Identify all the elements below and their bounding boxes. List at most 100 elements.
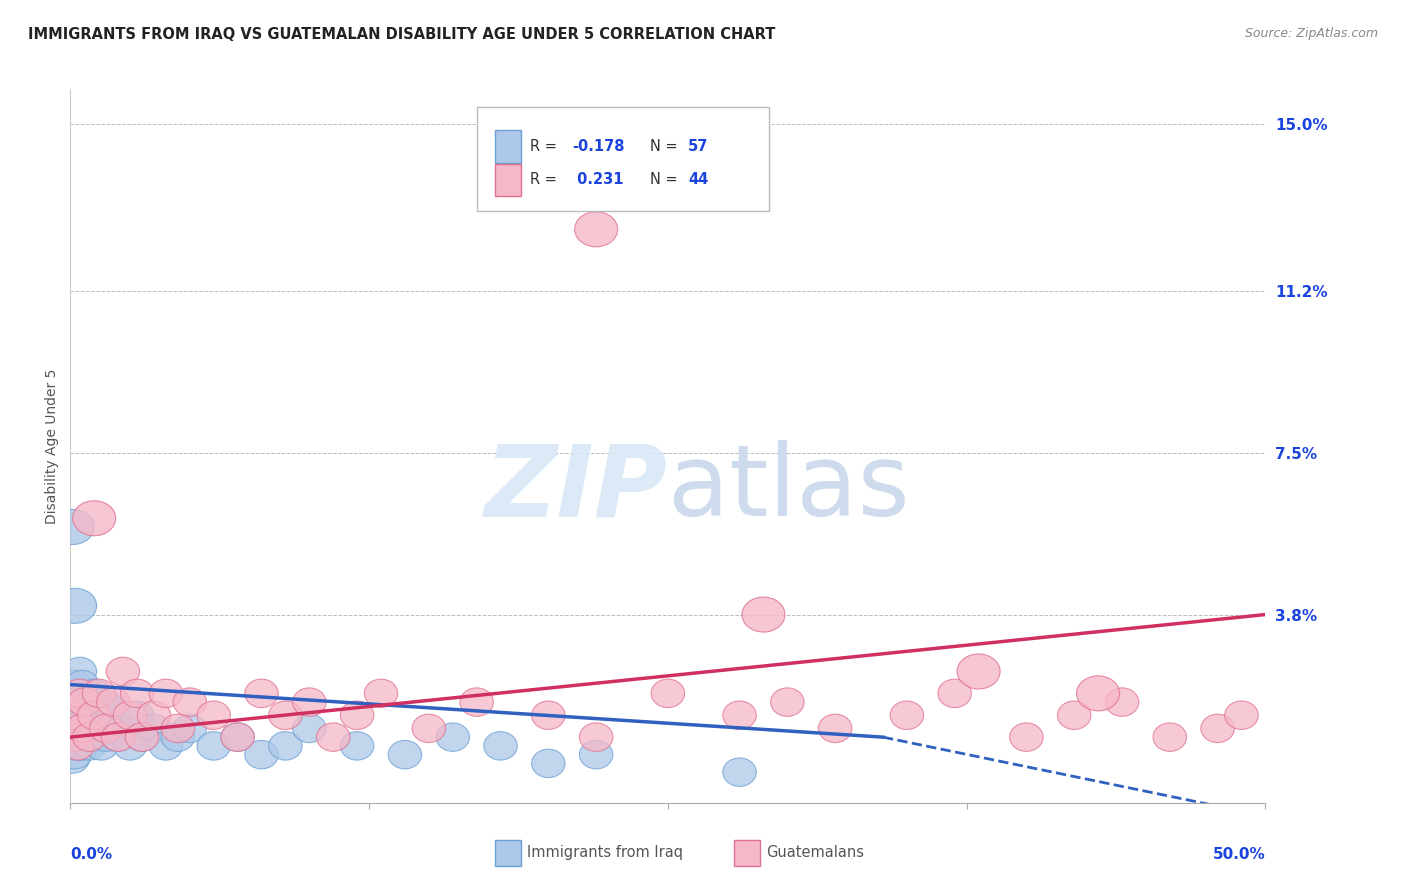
Ellipse shape — [1153, 723, 1187, 751]
Ellipse shape — [1201, 714, 1234, 743]
Ellipse shape — [59, 688, 91, 716]
Ellipse shape — [77, 723, 111, 751]
FancyBboxPatch shape — [495, 840, 520, 865]
Ellipse shape — [56, 745, 90, 773]
Ellipse shape — [292, 714, 326, 743]
Ellipse shape — [82, 679, 115, 707]
Ellipse shape — [66, 701, 98, 730]
Ellipse shape — [56, 723, 90, 751]
Ellipse shape — [197, 701, 231, 730]
Ellipse shape — [97, 688, 131, 716]
Text: N =: N = — [650, 139, 682, 153]
Text: atlas: atlas — [668, 441, 910, 537]
Ellipse shape — [340, 701, 374, 730]
Ellipse shape — [531, 749, 565, 778]
Ellipse shape — [114, 701, 146, 730]
Ellipse shape — [63, 723, 97, 751]
Ellipse shape — [97, 697, 131, 725]
Ellipse shape — [436, 723, 470, 751]
Ellipse shape — [723, 701, 756, 730]
Ellipse shape — [87, 688, 121, 716]
Ellipse shape — [1077, 676, 1119, 711]
Ellipse shape — [316, 723, 350, 751]
Ellipse shape — [66, 714, 98, 743]
Ellipse shape — [101, 723, 135, 751]
Ellipse shape — [173, 688, 207, 716]
Ellipse shape — [938, 679, 972, 707]
Ellipse shape — [890, 701, 924, 730]
Ellipse shape — [56, 723, 90, 751]
Ellipse shape — [80, 701, 114, 730]
Ellipse shape — [340, 731, 374, 760]
Ellipse shape — [770, 688, 804, 716]
Ellipse shape — [91, 706, 125, 734]
Ellipse shape — [82, 714, 115, 743]
Ellipse shape — [388, 740, 422, 769]
Ellipse shape — [723, 758, 756, 787]
Ellipse shape — [1010, 723, 1043, 751]
Ellipse shape — [56, 731, 90, 760]
Ellipse shape — [121, 701, 155, 730]
Ellipse shape — [51, 509, 94, 544]
Ellipse shape — [138, 714, 170, 743]
Text: Source: ZipAtlas.com: Source: ZipAtlas.com — [1244, 27, 1378, 40]
Ellipse shape — [90, 723, 122, 751]
Ellipse shape — [818, 714, 852, 743]
Ellipse shape — [67, 688, 101, 716]
Ellipse shape — [67, 688, 101, 716]
Ellipse shape — [197, 731, 231, 760]
Ellipse shape — [579, 723, 613, 751]
Ellipse shape — [60, 731, 94, 760]
Ellipse shape — [107, 714, 139, 743]
Ellipse shape — [269, 701, 302, 730]
Ellipse shape — [575, 211, 617, 247]
Text: R =: R = — [530, 172, 562, 187]
Ellipse shape — [60, 714, 94, 743]
Ellipse shape — [90, 714, 122, 743]
Ellipse shape — [84, 731, 118, 760]
Ellipse shape — [77, 679, 111, 707]
Ellipse shape — [173, 714, 207, 743]
Text: 50.0%: 50.0% — [1212, 847, 1265, 862]
Text: 57: 57 — [688, 139, 709, 153]
Text: 0.0%: 0.0% — [70, 847, 112, 862]
Ellipse shape — [66, 731, 98, 760]
Text: -0.178: -0.178 — [572, 139, 624, 153]
Ellipse shape — [245, 679, 278, 707]
Text: 0.231: 0.231 — [572, 172, 624, 187]
Ellipse shape — [73, 697, 107, 725]
Ellipse shape — [121, 679, 155, 707]
Ellipse shape — [56, 701, 90, 730]
Ellipse shape — [77, 701, 111, 730]
Ellipse shape — [651, 679, 685, 707]
Ellipse shape — [957, 654, 1000, 689]
Ellipse shape — [59, 701, 91, 730]
Ellipse shape — [56, 714, 90, 743]
Ellipse shape — [59, 740, 91, 769]
Text: N =: N = — [650, 172, 682, 187]
Ellipse shape — [245, 740, 278, 769]
Ellipse shape — [125, 723, 159, 751]
Ellipse shape — [107, 657, 139, 686]
FancyBboxPatch shape — [477, 107, 769, 211]
Ellipse shape — [742, 597, 785, 632]
Ellipse shape — [162, 714, 194, 743]
Ellipse shape — [73, 731, 107, 760]
Ellipse shape — [73, 723, 107, 751]
Ellipse shape — [269, 731, 302, 760]
Ellipse shape — [412, 714, 446, 743]
Text: 44: 44 — [688, 172, 709, 187]
Text: Immigrants from Iraq: Immigrants from Iraq — [527, 846, 683, 860]
Ellipse shape — [75, 714, 108, 743]
Text: IMMIGRANTS FROM IRAQ VS GUATEMALAN DISABILITY AGE UNDER 5 CORRELATION CHART: IMMIGRANTS FROM IRAQ VS GUATEMALAN DISAB… — [28, 27, 776, 42]
Ellipse shape — [60, 697, 94, 725]
Ellipse shape — [1225, 701, 1258, 730]
Ellipse shape — [221, 723, 254, 751]
Ellipse shape — [63, 679, 97, 707]
Ellipse shape — [66, 671, 98, 698]
FancyBboxPatch shape — [734, 840, 759, 865]
Ellipse shape — [101, 723, 135, 751]
FancyBboxPatch shape — [495, 163, 520, 196]
Text: Guatemalans: Guatemalans — [766, 846, 863, 860]
Y-axis label: Disability Age Under 5: Disability Age Under 5 — [45, 368, 59, 524]
